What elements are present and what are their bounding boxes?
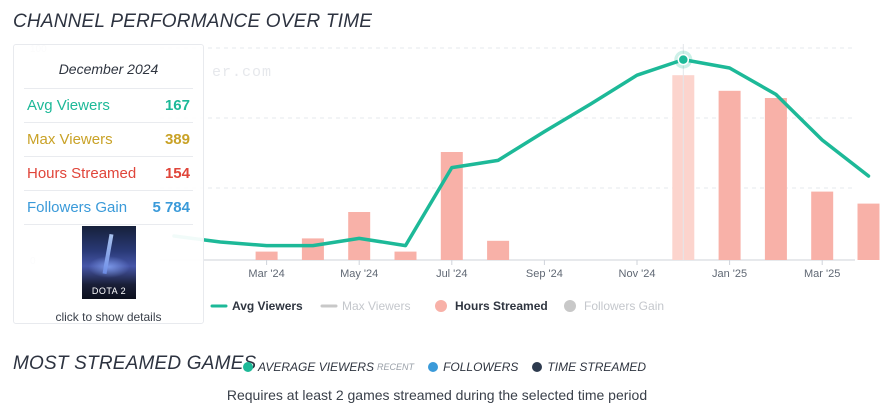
tooltip-label: Avg Viewers (27, 97, 110, 114)
hours-streamed-bar (857, 203, 880, 260)
time-streamed-dot-icon (532, 362, 543, 372)
x-tick-label: Jan '25 (712, 268, 747, 280)
tooltip-row-max-viewers: Max Viewers 389 (24, 123, 193, 157)
hover-point-group (674, 50, 693, 69)
hover-point (677, 53, 690, 66)
legend-label: Max Viewers (342, 299, 410, 313)
legend-label: Hours Streamed (455, 299, 548, 313)
x-tick-label: May '24 (340, 268, 378, 280)
hours-streamed-bar (301, 238, 324, 260)
legend-circle-marker (435, 300, 447, 312)
tooltip-label: Followers Gain (27, 199, 128, 216)
games-legend[interactable]: AVERAGE VIEWERS RECENT FOLLOWERS TIME ST… (243, 360, 660, 374)
legend-label: TIME STREAMED (547, 360, 647, 374)
avg-viewers-line[interactable] (172, 57, 871, 248)
tooltip-hint[interactable]: click to show details (55, 310, 162, 324)
legend-average-viewers[interactable]: AVERAGE VIEWERS RECENT (243, 360, 414, 374)
x-tick-label: Mar '25 (804, 268, 840, 280)
hours-streamed-bar (487, 240, 510, 260)
game-thumbnail[interactable]: DOTA 2 (82, 226, 136, 299)
hours-streamed-bar (394, 251, 417, 260)
legend-label: FOLLOWERS (443, 360, 519, 374)
tooltip-label: Max Viewers (27, 131, 113, 148)
watermark-text: er.com (212, 64, 272, 81)
hours-streamed-bar (811, 191, 834, 260)
tooltip-row-hours-streamed: Hours Streamed 154 (24, 157, 193, 191)
tooltip-row-avg-viewers: Avg Viewers 167 (24, 89, 193, 123)
tooltip-value: 5 784 (152, 199, 190, 216)
chart-legend[interactable]: Avg Viewers Max Viewers Hours Streamed Foll… (210, 299, 664, 313)
x-axis-ticks: Mar '24 May '24 Jul '24 Sep '24 Nov '24 Jan '… (248, 260, 840, 280)
legend-followers[interactable]: FOLLOWERS (428, 360, 518, 374)
hours-streamed-bar (255, 251, 278, 260)
tooltip-row-followers-gain: Followers Gain 5 784 (24, 191, 193, 225)
hours-streamed-bar (348, 212, 371, 260)
chart-tooltip[interactable]: December 2024 Avg Viewers 167 Max Viewer… (13, 44, 204, 324)
legend-circle-marker (564, 300, 576, 312)
tooltip-date: December 2024 (24, 45, 193, 89)
x-tick-label: Jul '24 (436, 268, 467, 280)
legend-label: AVERAGE VIEWERS (258, 360, 375, 374)
legend-label: Avg Viewers (232, 299, 303, 313)
tooltip-value: 389 (164, 131, 190, 148)
x-tick-label: Mar '24 (248, 268, 284, 280)
hours-streamed-bar (764, 98, 787, 260)
tooltip-value: 154 (164, 165, 190, 182)
legend-label: Followers Gain (584, 299, 664, 313)
games-requirement-note: Requires at least 2 games streamed durin… (226, 387, 648, 403)
followers-dot-icon (428, 362, 439, 372)
game-name: DOTA 2 (91, 286, 127, 296)
thumbnail-glow (88, 256, 130, 278)
games-section-title: MOST STREAMED GAMES (13, 353, 257, 374)
chart-section-title: CHANNEL PERFORMANCE OVER TIME (13, 11, 373, 32)
average-viewers-dot-icon (243, 362, 253, 372)
hours-streamed-bar (718, 90, 741, 260)
tooltip-value: 167 (164, 97, 190, 114)
x-tick-label: Nov '24 (619, 268, 656, 280)
legend-sublabel: RECENT (377, 362, 415, 372)
legend-time-streamed[interactable]: TIME STREAMED (532, 360, 646, 374)
x-tick-label: Sep '24 (526, 268, 563, 280)
tooltip-label: Hours Streamed (27, 165, 137, 182)
